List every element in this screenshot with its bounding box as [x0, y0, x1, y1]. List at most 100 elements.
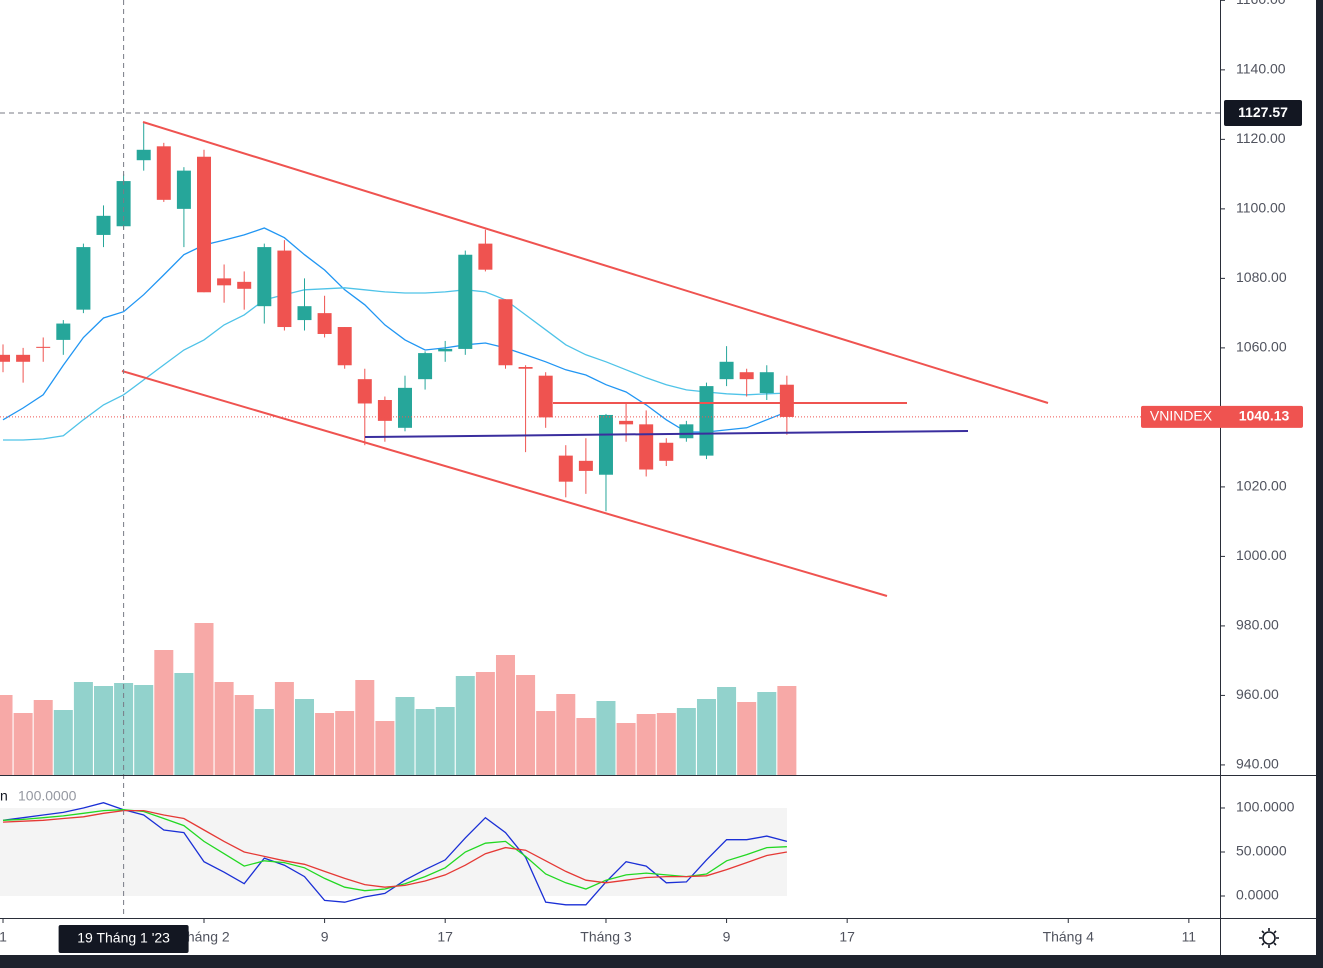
oscillator-line: [2, 809, 788, 888]
volume-bar: [274, 682, 294, 775]
oscillator-value: 100.0000: [18, 788, 77, 804]
crosshair-date: 19 Tháng 1 '23: [77, 930, 170, 946]
last-price-name: VNINDEX: [1150, 408, 1213, 424]
candle-body: [739, 372, 754, 380]
volume-bar: [777, 686, 797, 775]
candle-body: [156, 146, 171, 200]
price-axis-bg: [1220, 0, 1323, 968]
volume-bar: [696, 699, 716, 775]
x-tick-label: 1: [0, 929, 7, 945]
candle-body: [36, 346, 51, 348]
candles: [0, 121, 794, 512]
candle-body: [116, 181, 131, 227]
y-tick-label: 1100.00: [1236, 200, 1286, 216]
x-tick-label: 9: [723, 929, 731, 945]
volume-bar: [435, 707, 455, 775]
volume-bar: [395, 697, 415, 775]
volume-bar: [53, 710, 73, 775]
osc-tick-label: 100.0000: [1236, 799, 1295, 815]
crosshair: [0, 0, 1220, 918]
candle-body: [337, 327, 352, 366]
candle-body: [197, 156, 212, 293]
candle-body: [136, 149, 151, 161]
volume-bar: [656, 713, 676, 775]
volume-bar: [676, 708, 696, 775]
trend-line: [121, 370, 888, 597]
volume-bar: [33, 700, 53, 775]
candle-body: [176, 170, 191, 209]
candle-body: [598, 414, 613, 475]
volume-bar: [495, 655, 515, 775]
y-tick-label: 1020.00: [1236, 478, 1287, 494]
candle-body: [16, 354, 31, 362]
volume-bar: [516, 675, 536, 775]
volume-bar: [556, 694, 576, 775]
y-tick-label: 940.00: [1236, 756, 1279, 772]
horizontal-line: [364, 430, 969, 438]
candle-body: [76, 247, 91, 310]
volume-bar: [335, 711, 355, 775]
candle-body: [619, 420, 634, 425]
candle-body: [217, 278, 232, 286]
volume-bar: [0, 695, 13, 775]
volume-bar: [757, 692, 777, 775]
x-tick-label: Tháng 4: [1043, 929, 1095, 945]
volume-bar: [315, 713, 335, 775]
candle-body: [699, 386, 714, 456]
moving-averages: [2, 227, 788, 441]
last-price-box: [1141, 405, 1303, 428]
candle-body: [397, 387, 412, 428]
volume-bar: [576, 718, 596, 775]
volume-bar: [94, 686, 114, 775]
moving-average: [2, 227, 788, 433]
candle-body: [538, 375, 553, 418]
volume-pane: [0, 623, 797, 775]
candle-body: [518, 366, 533, 369]
volume-bar: [415, 709, 435, 775]
volume-bar: [174, 673, 194, 775]
candle-body: [377, 400, 392, 421]
crosshair-date-box: [58, 925, 189, 953]
candle-body: [639, 424, 654, 470]
candle-body: [578, 460, 593, 471]
candle-body: [237, 281, 252, 289]
price-labels: 1127.57 VNINDEX 1040.13 19 Tháng 1 '23: [58, 100, 1303, 953]
volume-bar: [73, 682, 93, 775]
candle-body: [438, 348, 453, 352]
icon-rays: [1259, 928, 1279, 948]
x-tick-label: 17: [839, 929, 855, 945]
candle-body: [257, 247, 272, 307]
candle-body: [357, 379, 372, 404]
candle-body: [418, 353, 433, 380]
icon-ring: [1262, 931, 1276, 945]
candle-body: [317, 313, 332, 334]
volume-bar: [254, 709, 274, 775]
volume-bar: [355, 680, 375, 775]
volume-bar: [455, 676, 475, 775]
volume-bar: [13, 713, 33, 775]
volume-bar: [214, 682, 234, 775]
volume-bar: [596, 701, 616, 775]
y-tick-label: 980.00: [1236, 617, 1279, 633]
volume-bar: [154, 650, 174, 775]
moving-average: [3, 287, 787, 441]
settings-icon[interactable]: [1259, 928, 1279, 948]
x-tick-label: Tháng 3: [580, 929, 632, 945]
y-tick-label: 1160.00: [1236, 0, 1286, 7]
frame-bottom: [0, 955, 1323, 968]
candle-body: [56, 323, 71, 340]
y-tick-label: 1000.00: [1236, 547, 1287, 563]
trend-line: [142, 121, 1049, 404]
x-tick-label: 9: [321, 929, 329, 945]
candle-body: [759, 372, 774, 394]
volume-bar: [194, 623, 214, 775]
volume-bar: [294, 699, 314, 775]
candle-body: [458, 254, 473, 349]
x-tick-label: Tháng 2: [178, 929, 230, 945]
frame-right: [1316, 0, 1323, 968]
y-tick-label: 1080.00: [1236, 269, 1287, 285]
crosshair-price-box: [1224, 100, 1302, 127]
